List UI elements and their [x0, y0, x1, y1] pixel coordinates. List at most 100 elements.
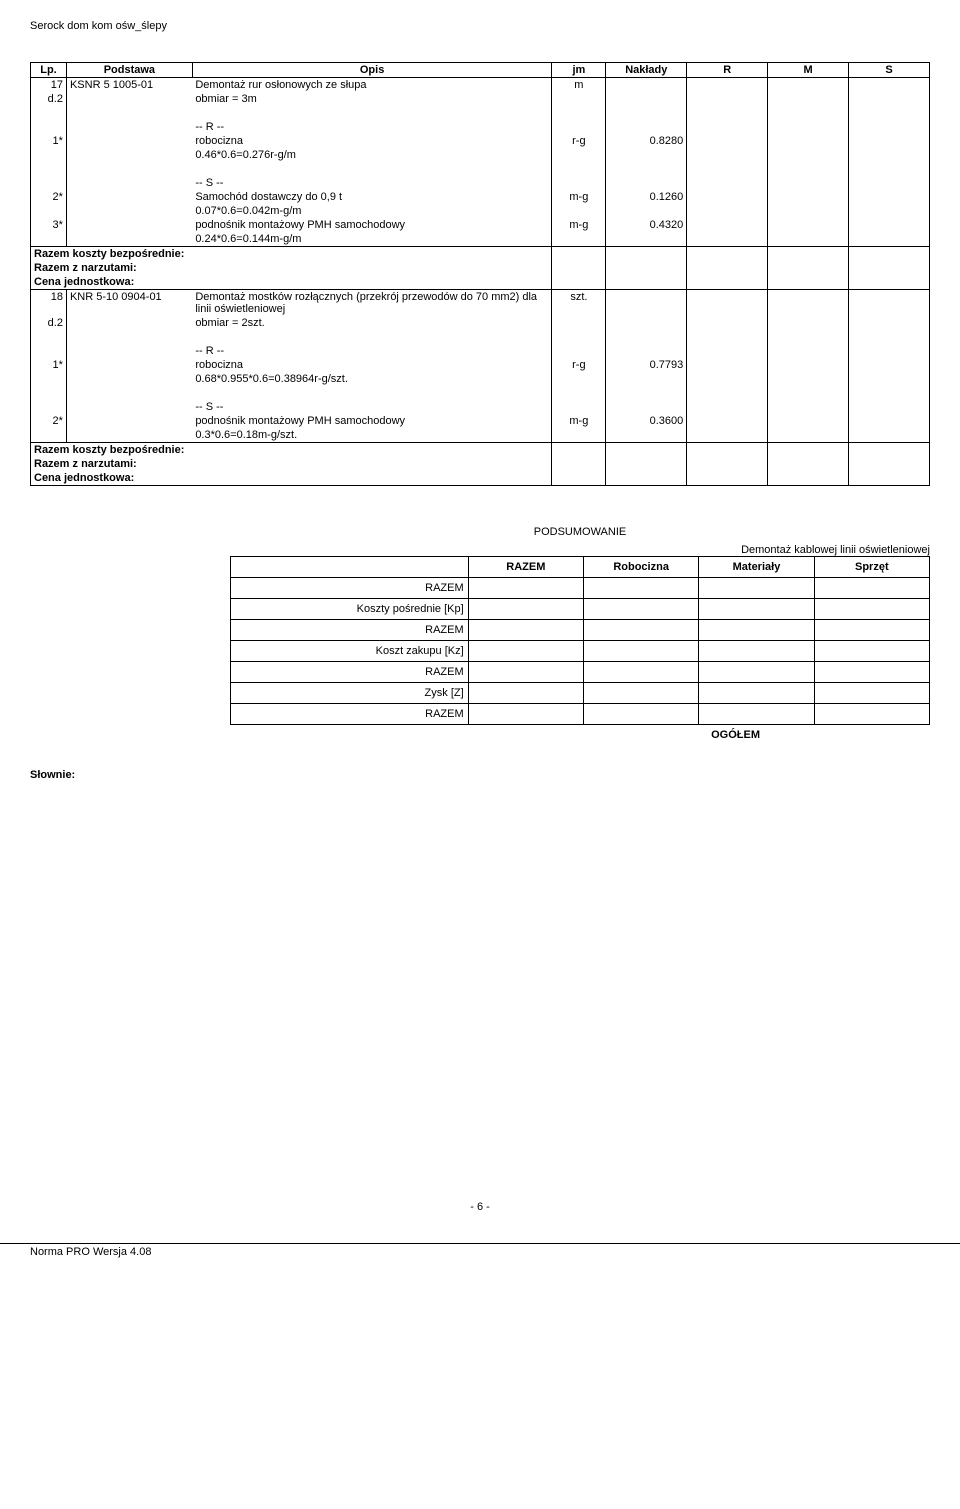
app-version: Norma PRO Wersja 4.08 — [30, 1246, 930, 1258]
summary-header-spr: Sprzęt — [814, 557, 929, 578]
header-r: R — [687, 63, 768, 78]
table-row: 1* robocizna r-g 0.7793 — [31, 358, 930, 372]
cell-lp: 18 — [31, 290, 67, 317]
header-m: M — [768, 63, 849, 78]
summary-header-row: RAZEM Robocizna Materiały Sprzęt — [231, 557, 930, 578]
summary-row-label: RAZEM — [231, 578, 469, 599]
cell-marker: 1* — [31, 358, 67, 372]
cell-opis: robocizna — [192, 358, 552, 372]
cell-marker: 3* — [31, 218, 67, 232]
table-row — [31, 106, 930, 120]
razem-label: Cena jednostkowa: — [31, 471, 552, 486]
cell-nak: 0.1260 — [606, 190, 687, 204]
cell-nak — [606, 78, 687, 93]
razem-label: Razem z narzutami: — [31, 457, 552, 471]
table-row-razem: Razem koszty bezpośrednie: — [31, 443, 930, 458]
cell-opis: Demontaż rur osłonowych ze słupa — [192, 78, 552, 93]
cell-m — [768, 78, 849, 93]
table-row: 0.68*0.955*0.6=0.38964r-g/szt. — [31, 372, 930, 386]
cell-podstawa: KNR 5-10 0904-01 — [66, 290, 192, 317]
table-row: 3* podnośnik montażowy PMH samochodowy m… — [31, 218, 930, 232]
table-row: 2* podnośnik montażowy PMH samochodowy m… — [31, 414, 930, 428]
table-row — [31, 386, 930, 400]
table-row-razem: Cena jednostkowa: — [31, 471, 930, 486]
cell-jm: m-g — [552, 190, 606, 204]
table-row: 18 KNR 5-10 0904-01 Demontaż mostków roz… — [31, 290, 930, 317]
cell-d: d.2 — [31, 92, 67, 106]
summary-row: Koszty pośrednie [Kp] — [231, 599, 930, 620]
summary-row-label: RAZEM — [231, 704, 469, 725]
header-podstawa: Podstawa — [66, 63, 192, 78]
cell-opis: 0.68*0.955*0.6=0.38964r-g/szt. — [192, 372, 552, 386]
cell-opis: podnośnik montażowy PMH samochodowy — [192, 218, 552, 232]
razem-label: Razem koszty bezpośrednie: — [31, 443, 552, 458]
cell-opis: Samochód dostawczy do 0,9 t — [192, 190, 552, 204]
footer-divider — [0, 1243, 960, 1244]
cell-jm: m-g — [552, 218, 606, 232]
cell-jm: szt. — [552, 290, 606, 317]
table-header-row: Lp. Podstawa Opis jm Nakłady R M S — [31, 63, 930, 78]
header-opis: Opis — [192, 63, 552, 78]
summary-row-label: Koszty pośrednie [Kp] — [231, 599, 469, 620]
cell-jm: m — [552, 78, 606, 93]
cell-jm: r-g — [552, 134, 606, 148]
table-row-razem: Razem z narzutami: — [31, 261, 930, 275]
cell-marker: 1* — [31, 134, 67, 148]
table-row — [31, 330, 930, 344]
summary-header-razem: RAZEM — [468, 557, 583, 578]
header-naklady: Nakłady — [606, 63, 687, 78]
table-row: 0.07*0.6=0.042m-g/m — [31, 204, 930, 218]
table-row: 1* robocizna r-g 0.8280 — [31, 134, 930, 148]
cell-opis: obmiar = 3m — [192, 92, 552, 106]
razem-label: Razem z narzutami: — [31, 261, 552, 275]
table-row: 0.46*0.6=0.276r-g/m — [31, 148, 930, 162]
slownie-label: Słownie: — [30, 769, 930, 781]
cell-opis: -- S -- — [192, 400, 552, 414]
summary-row: Zysk [Z] — [231, 683, 930, 704]
header-jm: jm — [552, 63, 606, 78]
table-row: 0.24*0.6=0.144m-g/m — [31, 232, 930, 247]
cell-marker: 2* — [31, 414, 67, 428]
summary-row-label: Koszt zakupu [Kz] — [231, 641, 469, 662]
cell-opis: podnośnik montażowy PMH samochodowy — [192, 414, 552, 428]
table-row: -- R -- — [31, 344, 930, 358]
page-number: - 6 - — [30, 1201, 930, 1213]
cell-opis: obmiar = 2szt. — [192, 316, 552, 330]
cell-r — [687, 78, 768, 93]
cell-opis: robocizna — [192, 134, 552, 148]
cell-opis: 0.24*0.6=0.144m-g/m — [192, 232, 552, 247]
summary-row-label: Zysk [Z] — [231, 683, 469, 704]
cell-lp: 17 — [31, 78, 67, 93]
summary-header-rob: Robocizna — [583, 557, 698, 578]
table-row: 17 KSNR 5 1005-01 Demontaż rur osłonowyc… — [31, 78, 930, 93]
ogolem-label: OGÓŁEM — [230, 729, 930, 741]
cell-opis: 0.3*0.6=0.18m-g/szt. — [192, 428, 552, 443]
header-s: S — [849, 63, 930, 78]
summary-title: PODSUMOWANIE — [230, 526, 930, 538]
cell-nak: 0.4320 — [606, 218, 687, 232]
cell-opis: Demontaż mostków rozłącznych (przekrój p… — [192, 290, 552, 317]
summary-header-mat: Materiały — [699, 557, 814, 578]
summary-row-label: RAZEM — [231, 662, 469, 683]
razem-label: Razem koszty bezpośrednie: — [31, 247, 552, 262]
table-row-razem: Razem z narzutami: — [31, 457, 930, 471]
summary-row: Koszt zakupu [Kz] — [231, 641, 930, 662]
cell-s — [849, 78, 930, 93]
table-row: -- S -- — [31, 176, 930, 190]
table-row: 0.3*0.6=0.18m-g/szt. — [31, 428, 930, 443]
cell-opis: 0.46*0.6=0.276r-g/m — [192, 148, 552, 162]
table-row: d.2 obmiar = 2szt. — [31, 316, 930, 330]
summary-row: RAZEM — [231, 704, 930, 725]
cell-opis: -- R -- — [192, 344, 552, 358]
table-row: -- S -- — [31, 400, 930, 414]
header-lp: Lp. — [31, 63, 67, 78]
summary-table: RAZEM Robocizna Materiały Sprzęt RAZEM K… — [230, 556, 930, 725]
cell-opis: -- S -- — [192, 176, 552, 190]
cell-nak: 0.8280 — [606, 134, 687, 148]
summary-row-label: RAZEM — [231, 620, 469, 641]
table-row: -- R -- — [31, 120, 930, 134]
cell-nak: 0.3600 — [606, 414, 687, 428]
summary-row: RAZEM — [231, 662, 930, 683]
cell-opis: 0.07*0.6=0.042m-g/m — [192, 204, 552, 218]
document-title: Serock dom kom ośw_ślepy — [30, 20, 930, 32]
